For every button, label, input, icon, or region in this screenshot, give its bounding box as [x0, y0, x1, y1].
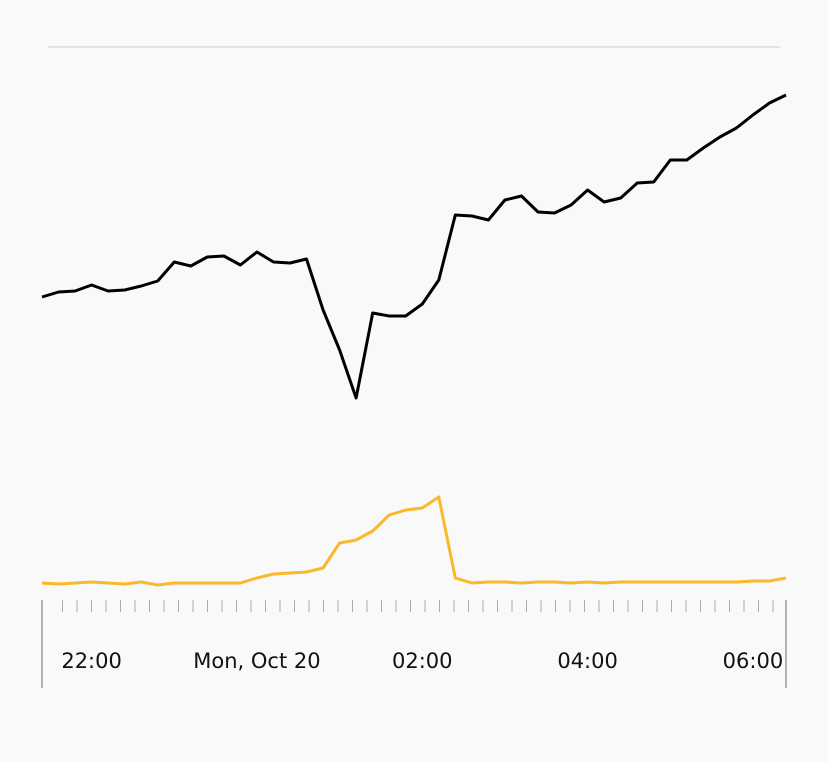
- series-line: [41, 495, 787, 587]
- x-tick-label: 06:00: [723, 649, 784, 673]
- x-tick-label: Mon, Oct 20: [193, 649, 320, 673]
- x-tick-label: 02:00: [392, 649, 453, 673]
- x-tick-label: 04:00: [557, 649, 618, 673]
- x-tick-label: 22:00: [61, 649, 122, 673]
- series-line: [41, 93, 787, 400]
- minor-ticks: [55, 600, 777, 612]
